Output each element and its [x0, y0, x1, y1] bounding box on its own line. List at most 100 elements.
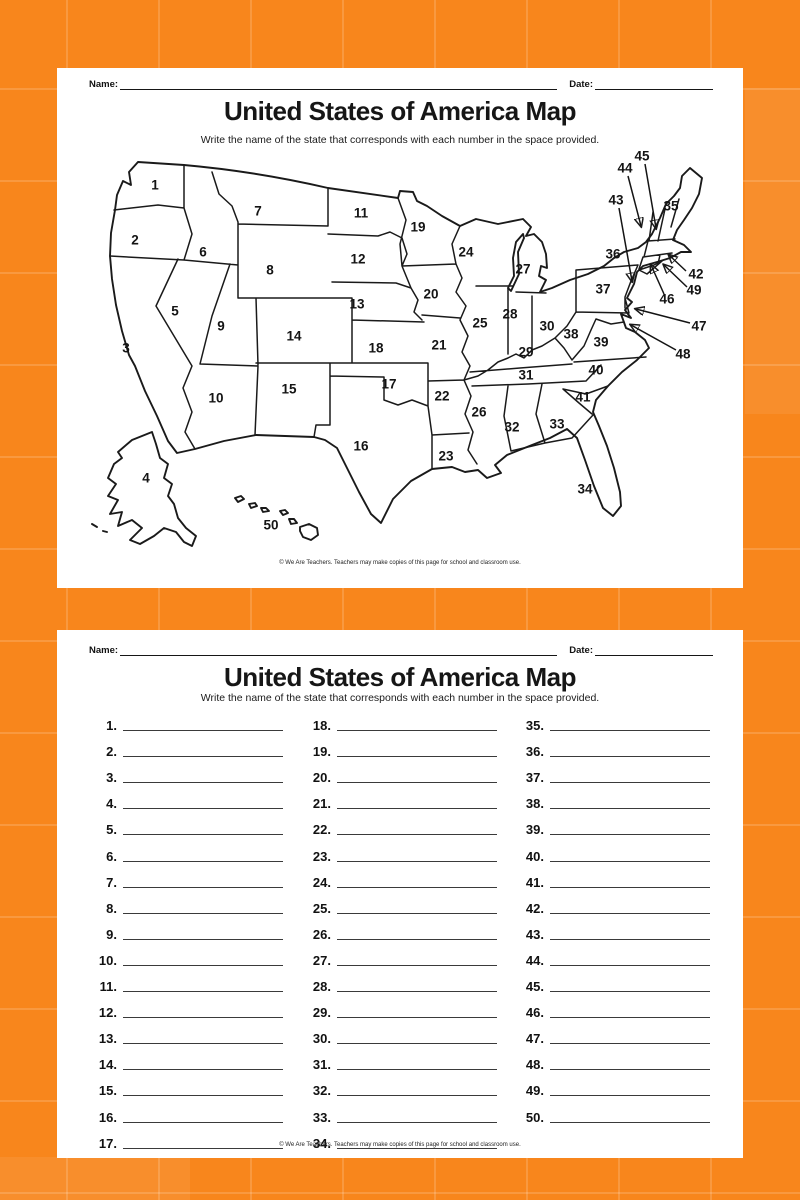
state-number-11: 11 [354, 206, 369, 221]
answer-row-number: 31. [312, 1057, 331, 1073]
answer-row-number: 40. [525, 848, 544, 864]
state-number-21: 21 [431, 338, 447, 353]
answer-blank-line [337, 824, 497, 836]
map-worksheet-page: Name: Date: United States of America Map… [57, 68, 743, 588]
state-number-35: 35 [663, 199, 679, 214]
callout-arrow-46 [651, 265, 665, 295]
header-row: Name: Date: [89, 644, 713, 656]
answer-column-1: 1. 2. 3. 4. 5. 6. 7. 8. 9. 10. 11. 12. 13. 14. 15. 16. 1… [91, 710, 296, 1154]
state-number-22: 22 [434, 389, 449, 404]
copyright-footer: © We Are Teachers. Teachers may make cop… [279, 1142, 521, 1148]
state-number-3: 3 [122, 341, 130, 356]
answer-row-number: 36. [525, 744, 544, 760]
state-number-5: 5 [171, 304, 179, 319]
page-instructions: Write the name of the state that corresp… [200, 134, 600, 146]
answer-blank-line [550, 1085, 710, 1097]
answer-blank-line [123, 1033, 283, 1045]
state-number-39: 39 [593, 335, 608, 350]
state-number-45: 45 [634, 149, 650, 164]
answer-row-5: 5. [91, 814, 296, 840]
date-label: Date: [569, 79, 593, 90]
answer-row-45: 45. [518, 971, 723, 997]
answer-row-number: 16. [98, 1109, 117, 1125]
answer-row-number: 3. [106, 770, 117, 786]
callout-arrow-45 [644, 163, 656, 228]
answer-row-22: 22. [305, 814, 510, 840]
answer-row-number: 37. [525, 770, 544, 786]
answer-row-26: 26. [305, 919, 510, 945]
page-title: United States of America Map [223, 662, 577, 692]
answer-row-25: 25. [305, 893, 510, 919]
state-number-50: 50 [263, 518, 278, 533]
answer-row-35: 35. [518, 710, 723, 736]
date-blank-line [595, 644, 713, 656]
answer-row-number: 21. [312, 796, 331, 812]
answer-row-3: 3. [91, 762, 296, 788]
answer-blank-line [337, 1007, 497, 1019]
answer-row-10: 10. [91, 945, 296, 971]
state-number-49: 49 [686, 283, 701, 298]
state-number-44: 44 [617, 161, 633, 176]
page-instructions: Write the name of the state that corresp… [200, 692, 600, 704]
answer-list-page: Name: Date: United States of America Map… [57, 630, 743, 1158]
answer-blank-line [123, 877, 283, 888]
answer-row-number: 18. [312, 718, 331, 734]
answer-row-1: 1. [91, 710, 296, 736]
answer-blank-line [123, 798, 283, 810]
answer-blank-line [337, 851, 497, 862]
answer-row-number: 11. [99, 979, 117, 995]
state-number-47: 47 [691, 319, 706, 334]
callout-arrow-42 [669, 255, 687, 272]
state-number-24: 24 [458, 245, 474, 260]
answer-row-12: 12. [91, 997, 296, 1023]
state-number-13: 13 [349, 297, 365, 312]
answer-row-43: 43. [518, 919, 723, 945]
contiguous-us-outline [109, 161, 703, 524]
answer-row-14: 14. [91, 1049, 296, 1075]
state-number-28: 28 [502, 307, 518, 322]
answer-blank-line [123, 1112, 283, 1123]
answer-row-19: 19. [305, 736, 510, 762]
answer-row-number: 6. [106, 848, 117, 864]
name-blank-line [120, 644, 558, 656]
answer-row-number: 29. [312, 1005, 331, 1021]
state-number-17: 17 [381, 377, 396, 392]
answer-row-number: 35. [525, 718, 544, 734]
answer-blank-line [337, 720, 497, 732]
us-map-figure: 1234567891011121314151617181920212223242… [91, 149, 707, 547]
answer-row-number: 49. [525, 1083, 544, 1099]
state-number-25: 25 [472, 316, 488, 331]
answer-blank-line [123, 824, 283, 836]
state-number-labels: 1234567891011121314151617181920212223242… [122, 149, 706, 533]
state-number-46: 46 [659, 292, 675, 307]
answer-row-number: 17. [98, 1135, 117, 1151]
answer-blank-line [550, 1007, 710, 1019]
answer-blank-line [337, 772, 497, 784]
answer-column-3: 35. 36. 37. 38. 39. 40. 41. 42. 43. 44. 45. 46. 47. 4… [518, 710, 723, 1128]
answer-row-15: 15. [91, 1075, 296, 1101]
answer-row-number: 41. [525, 874, 544, 890]
answer-blank-line [550, 746, 710, 758]
answer-blank-line [337, 1033, 497, 1045]
answer-row-20: 20. [305, 762, 510, 788]
answer-row-number: 46. [525, 1005, 544, 1021]
answer-blank-line [550, 903, 710, 914]
answer-blank-line [123, 903, 283, 914]
state-number-48: 48 [675, 347, 691, 362]
answer-blank-line [550, 1059, 710, 1071]
answer-blank-line [550, 877, 710, 888]
answer-row-number: 10. [98, 952, 117, 968]
answer-row-44: 44. [518, 945, 723, 971]
answer-row-number: 27. [312, 952, 331, 968]
name-label: Name: [89, 79, 119, 90]
answer-row-number: 24. [312, 874, 331, 890]
name-label: Name: [89, 645, 119, 656]
answer-blank-line [550, 1112, 710, 1123]
answer-blank-line [550, 720, 710, 732]
background-grid-patch [745, 88, 800, 414]
answer-row-28: 28. [305, 971, 510, 997]
copyright-footer: © We Are Teachers. Teachers may make cop… [279, 560, 521, 566]
callout-arrows [618, 163, 691, 351]
answer-row-18: 18. [305, 710, 510, 736]
